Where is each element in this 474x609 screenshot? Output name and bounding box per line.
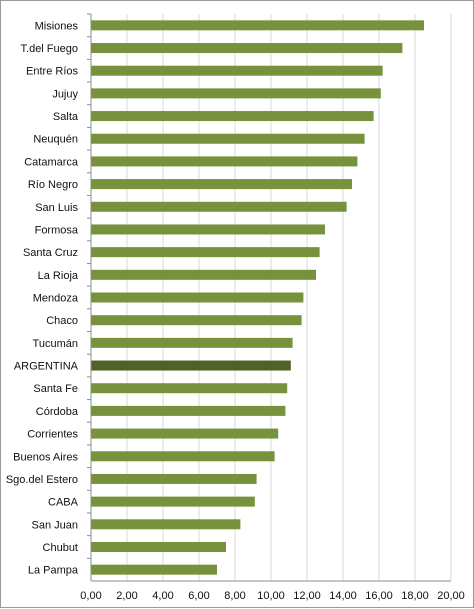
bar-jujuy [91, 88, 381, 99]
category-label: Tucumán [33, 338, 78, 350]
bar-catamarca [91, 156, 358, 167]
x-tick-label: 18,00 [401, 590, 429, 602]
bar-mendoza [91, 292, 304, 303]
category-label: Córdoba [36, 406, 79, 418]
category-label: Chaco [46, 315, 78, 327]
category-label: Santa Fe [33, 383, 78, 395]
x-tick-label: 10,00 [257, 590, 285, 602]
bar-río-negro [91, 179, 352, 190]
category-label: Formosa [35, 224, 79, 236]
bar-neuquén [91, 133, 365, 144]
bars [91, 20, 424, 575]
category-label: Corrientes [27, 429, 78, 441]
bar-santa-cruz [91, 247, 320, 258]
bar-t-del-fuego [91, 43, 403, 54]
category-label: CABA [48, 497, 79, 509]
category-label: La Pampa [28, 565, 79, 577]
category-labels: Misiones T.del Fuego Entre Ríos Jujuy Salta N… [6, 20, 79, 576]
bar-san-juan [91, 519, 241, 530]
category-label: San Juan [32, 519, 78, 531]
x-tick-labels: 0,00 2,00 4,00 6,00 8,00 10,00 12,00 14,00 16,00… [80, 590, 464, 602]
x-tick-label: 4,00 [152, 590, 173, 602]
category-label: La Rioja [38, 270, 79, 282]
bar-la-rioja [91, 269, 316, 280]
bar-san-luis [91, 201, 347, 212]
bar-la-pampa [91, 564, 217, 575]
bar-chubut [91, 541, 226, 552]
category-label: Catamarca [24, 156, 79, 168]
category-label: Misiones [35, 20, 79, 32]
x-tick-label: 16,00 [365, 590, 393, 602]
category-label: Salta [53, 111, 79, 123]
x-tick-label: 14,00 [329, 590, 357, 602]
x-tick-label: 0,00 [80, 590, 101, 602]
x-tick-label: 20,00 [437, 590, 465, 602]
bar-santa-fe [91, 383, 288, 394]
bar-entre-ríos [91, 65, 383, 76]
category-label: Mendoza [33, 293, 79, 305]
bar-misiones [91, 20, 424, 31]
bar-salta [91, 111, 374, 122]
category-label: Chubut [43, 542, 78, 554]
bar-argentina [91, 360, 291, 371]
x-tick-label: 8,00 [224, 590, 245, 602]
category-label: Sgo.del Estero [6, 474, 78, 486]
category-label: ARGENTINA [14, 361, 79, 373]
bar-chaco [91, 315, 302, 326]
category-label: Neuquén [33, 134, 78, 146]
category-label: Jujuy [52, 88, 78, 100]
category-label: Río Negro [28, 179, 78, 191]
category-label: Entre Ríos [26, 66, 78, 78]
bar-buenos-aires [91, 451, 275, 462]
bar-tucumán [91, 337, 293, 348]
bar-sgo-del-estero [91, 473, 257, 484]
axes [87, 13, 451, 582]
category-label: Santa Cruz [23, 247, 78, 259]
x-tick-label: 2,00 [116, 590, 137, 602]
bar-formosa [91, 224, 325, 235]
category-label: Buenos Aires [13, 451, 78, 463]
category-label: T.del Fuego [21, 43, 78, 55]
category-label: San Luis [35, 202, 78, 214]
x-tick-label: 6,00 [188, 590, 209, 602]
bar-caba [91, 496, 255, 507]
bar-córdoba [91, 405, 286, 416]
x-tick-label: 12,00 [293, 590, 321, 602]
bar-corrientes [91, 428, 279, 439]
